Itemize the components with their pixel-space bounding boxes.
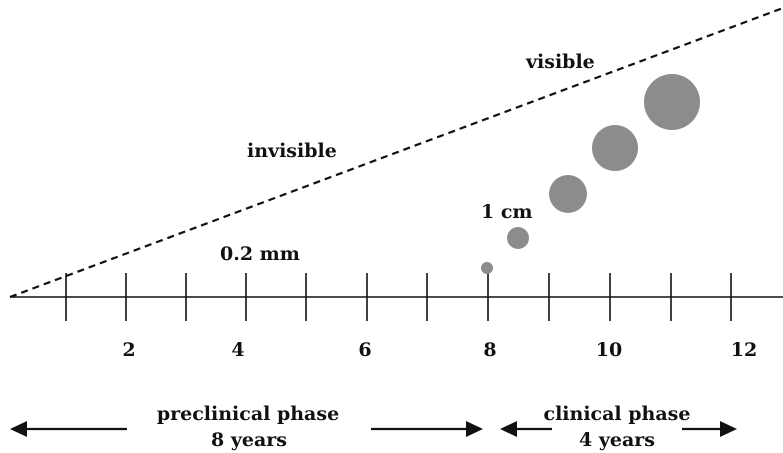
tick-label-6: 6 [358, 339, 371, 361]
visible-label: visible [525, 51, 595, 73]
clinical-phase-duration: 4 years [579, 429, 655, 451]
tumor-circle [549, 175, 587, 213]
tumor-circle [507, 227, 529, 249]
detection-threshold-line [9, 6, 783, 299]
tick-label-4: 4 [231, 339, 244, 361]
clinical-arrows [500, 421, 737, 437]
tick-label-8: 8 [483, 339, 496, 361]
preclinical-phase-title: preclinical phase [157, 403, 339, 425]
tumor-circle [644, 74, 700, 130]
size-label-large: 1 cm [481, 201, 533, 223]
tick-label-12: 12 [731, 339, 757, 361]
tumor-circle [592, 125, 638, 171]
tick-label-2: 2 [122, 339, 135, 361]
clinical-phase-title: clinical phase [544, 403, 691, 425]
preclinical-left-arrowhead [10, 421, 27, 437]
size-label-small: 0.2 mm [220, 243, 300, 265]
tumor-circle [481, 262, 493, 274]
axis-ticks [65, 273, 732, 321]
preclinical-phase-duration: 8 years [211, 429, 287, 451]
preclinical-arrows [10, 421, 483, 437]
invisible-label: invisible [247, 140, 337, 162]
tumor-circles [481, 74, 700, 274]
clinical-right-arrowhead [720, 421, 737, 437]
tick-label-10: 10 [596, 339, 622, 361]
clinical-left-arrowhead [500, 421, 517, 437]
preclinical-right-arrowhead [466, 421, 483, 437]
